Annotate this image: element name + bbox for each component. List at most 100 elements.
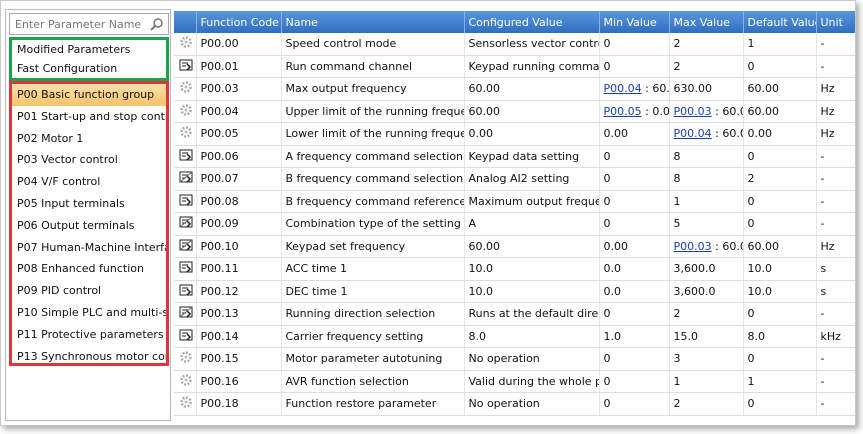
cell-unit: - — [816, 347, 855, 371]
row-icon — [174, 212, 197, 236]
row-icon — [174, 190, 197, 213]
cell-min: P00.04 : 60.00 — [599, 77, 670, 101]
group-item[interactable]: P11 Protective parameters — [17, 327, 164, 341]
quick-item[interactable]: Fast Configuration — [17, 62, 118, 75]
cell-min: 0 — [599, 55, 670, 78]
cell-code: P00.18 — [196, 392, 282, 416]
cell-name: AVR function selection — [281, 370, 465, 393]
group-item[interactable]: P08 Enhanced function — [17, 262, 144, 276]
table-row[interactable]: P00.16 AVR function selection Valid during… — [174, 370, 855, 393]
group-item[interactable]: P07 Human-Machine Interface — [17, 240, 166, 254]
column-header[interactable]: Configured Value — [464, 11, 600, 33]
cell-min: P00.05 : 0.00 — [599, 100, 670, 123]
table-row[interactable]: P00.08B frequency command reference sele… — [174, 190, 855, 213]
column-header[interactable]: Default Value — [743, 11, 817, 33]
cell-default: 0 — [743, 392, 817, 416]
cell-default: 0 — [743, 212, 817, 236]
group-item[interactable]: P03 Vector control — [17, 153, 118, 167]
cell-min: 0 — [599, 145, 670, 168]
column-header[interactable]: Min Value — [599, 11, 670, 33]
column-header[interactable]: Unit — [816, 11, 855, 33]
cell-default: 8.0 — [743, 325, 817, 348]
cell-configured: No operation — [464, 347, 600, 371]
group-item[interactable]: P09 PID control — [17, 284, 102, 298]
cell-configured: Runs at the default directio — [464, 302, 600, 326]
group-item[interactable]: P06 Output terminals — [17, 218, 135, 232]
group-item[interactable]: P13 Synchronous motor control — [17, 349, 166, 363]
cell-code: P00.05 — [196, 122, 282, 146]
reference-link[interactable]: P00.03 — [673, 104, 712, 118]
cell-min: 0.00 — [599, 235, 670, 258]
cell-code: P00.15 — [196, 347, 282, 371]
table-row[interactable]: P00.01 Run command channel Keypad running … — [174, 55, 855, 78]
group-item[interactable]: P04 V/F control — [17, 175, 101, 189]
table-row[interactable]: P00.06 A frequency command selection Keypa… — [174, 145, 855, 168]
cell-configured: 60.00 — [464, 77, 600, 101]
table-row[interactable]: P00.13 Running direction selection Runs at… — [174, 302, 855, 326]
search-box[interactable]: Enter Parameter Name — [9, 13, 169, 35]
reference-link[interactable]: P00.04 — [603, 82, 642, 96]
reference-link[interactable]: P00.04 — [673, 127, 712, 141]
cell-configured: 60.00 — [464, 100, 600, 123]
search-placeholder: Enter Parameter Name — [15, 18, 142, 31]
cell-min: 0 — [599, 33, 670, 56]
table-row[interactable]: P00.11 ACC time 1 10.0 0.0 3,600.0 10.0 s — [174, 257, 855, 281]
cell-max: 3,600.0 — [669, 257, 744, 281]
cell-name: Function restore parameter — [281, 392, 465, 416]
group-item[interactable]: P00 Basic function group — [12, 84, 166, 106]
cell-configured: 8.0 — [464, 325, 600, 348]
cell-configured: No operation — [464, 392, 600, 416]
row-icon — [174, 55, 197, 78]
group-item[interactable]: P01 Start-up and stop control — [17, 109, 166, 123]
cell-configured: 0.00 — [464, 122, 600, 146]
column-header[interactable]: Function Code — [196, 11, 282, 33]
column-header[interactable]: Max Value — [669, 11, 744, 33]
reference-value: : 60.00 — [715, 239, 742, 253]
cell-default: 60.00 — [743, 100, 817, 123]
group-list: P00 Basic function group P01 Start-up and… — [9, 81, 169, 366]
reference-link[interactable]: P00.03 — [673, 239, 712, 253]
cell-default: 0 — [743, 190, 817, 213]
group-item[interactable]: P05 Input terminals — [17, 196, 125, 210]
table-row[interactable]: P00.09 Combination type of the setting so… — [174, 212, 855, 236]
quick-list: Modified Parameters Fast Configuration — [9, 37, 169, 81]
cell-max: 1 — [669, 190, 744, 213]
cell-min: 1.0 — [599, 325, 670, 348]
table-row[interactable]: P00.03 Max output frequency 60.00 P00.04 : … — [174, 77, 855, 101]
cell-max: 2 — [669, 302, 744, 326]
search-icon[interactable] — [150, 17, 164, 31]
table-row[interactable]: P00.10 Keypad set frequency 60.00 0.00 P00.0… — [174, 235, 855, 258]
cell-unit: Hz — [816, 77, 855, 101]
reference-link[interactable]: P00.05 — [603, 104, 642, 118]
quick-item[interactable]: Modified Parameters — [17, 43, 131, 56]
row-icon — [174, 77, 197, 101]
cell-max: 2 — [669, 55, 744, 78]
cell-min: 0 — [599, 190, 670, 213]
cell-max: 2 — [669, 33, 744, 56]
group-item[interactable]: P02 Motor 1 — [17, 131, 84, 145]
cell-min: 0 — [599, 167, 670, 191]
cell-default: 1 — [743, 33, 817, 56]
cell-code: P00.01 — [196, 55, 282, 78]
group-item[interactable]: P10 Simple PLC and multi-stage — [17, 305, 166, 319]
cell-unit: - — [816, 55, 855, 78]
cell-max: 8 — [669, 167, 744, 191]
row-icon — [174, 122, 197, 146]
cell-name: Combination type of the setting sou — [281, 212, 465, 236]
table-row[interactable]: P00.14 Carrier frequency setting 8.0 1.0 15.… — [174, 325, 855, 348]
table-row[interactable]: P00.00 Speed control mode Sensorless vecto… — [174, 33, 855, 56]
cell-max: 3 — [669, 347, 744, 371]
cell-min: 0.0 — [599, 257, 670, 281]
cell-min: 0 — [599, 392, 670, 416]
cell-max: 2 — [669, 392, 744, 416]
cell-max: P00.03 : 60.00 — [669, 100, 744, 123]
cell-code: P00.06 — [196, 145, 282, 168]
table-row[interactable]: P00.18 Function restore parameter No opera… — [174, 392, 855, 416]
table-row[interactable]: P00.15 Motor parameter autotuning No opera… — [174, 347, 855, 371]
cell-name: Run command channel — [281, 55, 465, 78]
table-row[interactable]: P00.12 DEC time 1 10.0 0.0 3,600.0 10.0 s — [174, 280, 855, 303]
table-row[interactable]: P00.07 B frequency command selection Analo… — [174, 167, 855, 191]
column-header[interactable]: Name — [281, 11, 465, 33]
